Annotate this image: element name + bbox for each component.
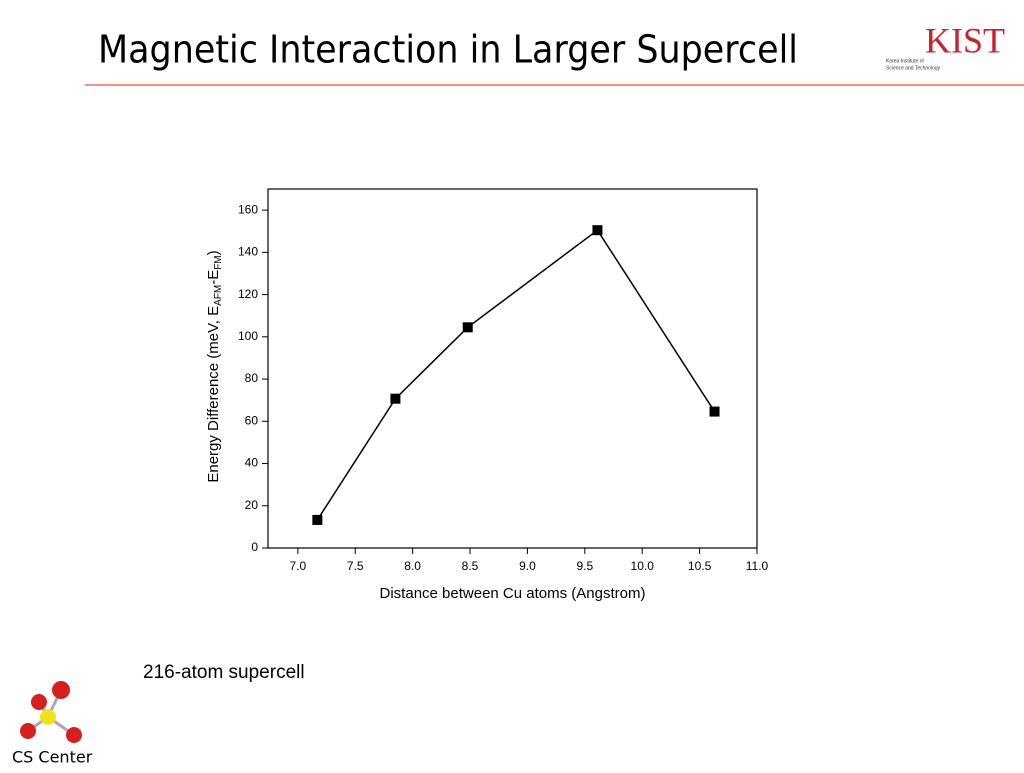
- marker: [390, 393, 401, 404]
- y-tick-label: 100: [238, 329, 258, 343]
- y-tick-label: 80: [245, 371, 259, 385]
- y-tick-label: 120: [238, 287, 258, 301]
- x-tick-label: 7.0: [290, 559, 307, 573]
- x-tick-label: 9.5: [576, 559, 593, 573]
- y-axis-label-part: ): [205, 250, 222, 255]
- footer-logo: CS Center: [12, 748, 93, 767]
- marker: [592, 225, 603, 236]
- x-tick-label: 11.0: [746, 559, 769, 573]
- logo-subtitle: Korea Institute of: [886, 58, 924, 64]
- logo-subtitle: Science and Technology: [886, 65, 941, 71]
- x-axis-label: Distance between Cu atoms (Angstrom): [380, 585, 646, 602]
- slide-title: Magnetic Interaction in Larger Supercell: [98, 28, 798, 72]
- y-tick-label: 20: [245, 498, 259, 512]
- marker: [312, 514, 323, 525]
- x-tick-label: 8.0: [404, 559, 421, 573]
- caption: 216-atom supercell: [143, 662, 305, 683]
- molecule-icon: [20, 681, 82, 743]
- y-axis-label-part: -E: [205, 270, 222, 285]
- y-tick-label: 160: [238, 202, 258, 216]
- x-tick-label: 7.5: [347, 559, 364, 573]
- marker: [709, 406, 720, 417]
- chart: 0 20 40 60 80 100 120 140 160 7.0 7.5 8.0 8.5 9.0 9.5 1…: [205, 188, 769, 602]
- y-tick-label: 60: [245, 413, 259, 427]
- marker: [462, 322, 473, 333]
- y-tick-label: 0: [251, 540, 258, 554]
- plot-frame: [267, 188, 758, 549]
- y-axis-label-subscript: AFM: [213, 285, 224, 306]
- logo: KIST: [925, 20, 1005, 60]
- y-axis-label-part: Energy Difference (meV, E: [205, 306, 222, 483]
- x-tick-label: 9.0: [519, 559, 536, 573]
- x-tick-label: 8.5: [462, 559, 479, 573]
- y-tick-label: 140: [238, 245, 258, 259]
- x-tick-label: 10.0: [631, 559, 655, 573]
- series-line: [316, 229, 716, 521]
- y-axis-label: Energy Difference (meV, EAFM-EFM): [205, 250, 224, 482]
- x-tick-label: 10.5: [688, 559, 712, 573]
- y-axis-label-subscript: FM: [213, 255, 224, 269]
- y-tick-label: 40: [245, 456, 259, 470]
